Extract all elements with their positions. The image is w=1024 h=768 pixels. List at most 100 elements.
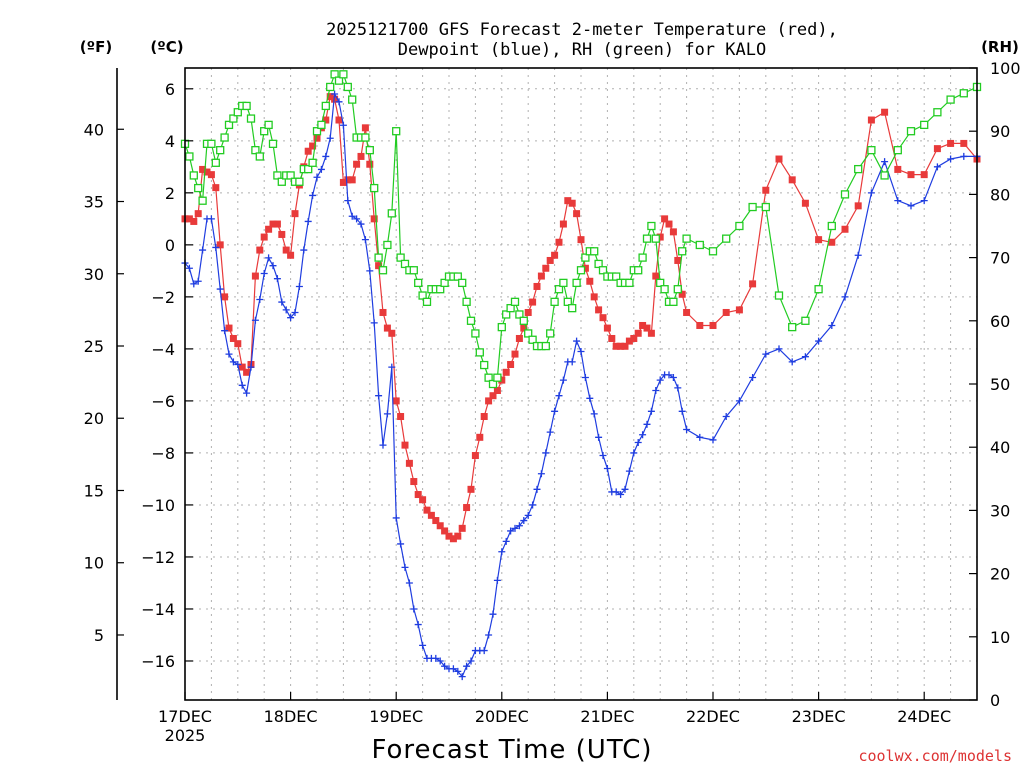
rh-point (378, 266, 388, 275)
dewpoint-point (498, 548, 506, 556)
x-axis-label: Forecast Time (UTC) (371, 735, 652, 765)
celsius-tick-label: 0 (165, 236, 175, 255)
rh-point (612, 272, 621, 281)
dewpoint-point (907, 202, 915, 210)
dewpoint-point (366, 267, 374, 275)
rh-point (409, 266, 418, 275)
rh-point (246, 114, 256, 123)
temperature-point (537, 272, 545, 280)
temperature-point (841, 225, 849, 233)
dewpoint-point (194, 277, 202, 285)
rh-point (867, 146, 876, 155)
temperature-point (630, 334, 638, 342)
dewpoint-point (480, 647, 488, 655)
dewpoint-point (841, 293, 849, 301)
temperature-point (476, 433, 484, 441)
temperature-point (185, 215, 193, 223)
rh-point (563, 297, 572, 306)
dewpoint-point (933, 163, 941, 171)
dewpoint-point (722, 413, 730, 421)
rh-point (634, 266, 643, 275)
temperature-point (229, 334, 237, 342)
dewpoint-point (238, 381, 246, 389)
rh-point (286, 171, 295, 180)
temperature-point (507, 360, 515, 368)
rh-point (590, 247, 599, 256)
dewpoint-point (282, 306, 290, 314)
temperature-point (344, 176, 352, 184)
dewpoint-point (603, 465, 611, 473)
temperature-point (643, 324, 651, 332)
rh-tick-label: 30 (990, 501, 1010, 520)
temperature-point (595, 306, 603, 314)
temperature-point (278, 230, 286, 238)
rh-point (541, 341, 550, 351)
temperature-point (282, 246, 290, 254)
temperature-point (309, 142, 317, 150)
rh-point (827, 221, 836, 231)
dewpoint-point (256, 295, 264, 303)
dewpoint-point (397, 540, 405, 548)
dewpoint-point (630, 449, 638, 457)
chart-title-line1: 2025121700 GFS Forecast 2-meter Temperat… (326, 20, 838, 40)
rh-point (559, 278, 568, 288)
rh-point (216, 146, 225, 155)
temperature-point (586, 277, 594, 285)
rh-point (840, 190, 850, 199)
rh-point (735, 221, 744, 231)
dewpoint-point (265, 254, 273, 262)
rh-point (207, 139, 216, 148)
dewpoint-point (458, 673, 466, 681)
temperature-point (617, 342, 625, 350)
dewpoint-point (331, 90, 339, 98)
rh-point (801, 316, 810, 325)
temperature-point (881, 108, 889, 116)
rh-point (546, 329, 555, 338)
rh-point (471, 329, 480, 338)
rh-point (550, 297, 559, 306)
dewpoint-point (348, 212, 356, 220)
dewpoint-point (634, 439, 642, 447)
dewpoint-point (489, 610, 497, 618)
x-tick-label: 18DEC (264, 707, 318, 726)
rh-point (515, 310, 524, 319)
rh-point (343, 82, 352, 92)
rh-point (651, 234, 660, 243)
temperature-point (190, 217, 198, 225)
temperature-point (696, 321, 704, 329)
temperature-point (590, 293, 598, 301)
celsius-tick-label: −2 (151, 288, 175, 307)
temperature-point (251, 272, 259, 280)
temperature-point (287, 251, 295, 259)
temperature-point (749, 280, 757, 288)
dewpoint-point (542, 449, 550, 457)
rh-point (374, 253, 383, 262)
temperature-point (533, 282, 541, 290)
rh-point (814, 285, 823, 294)
rh-point (761, 202, 770, 212)
temperature-point (625, 337, 633, 345)
rh-point (638, 253, 647, 262)
dewpoint-point (920, 197, 928, 205)
dewpoint-point (221, 327, 229, 335)
rh-point (339, 70, 348, 79)
temperature-point (388, 329, 396, 337)
dewpoint-point (229, 358, 237, 366)
temperature-point (515, 334, 523, 342)
rh-point (695, 240, 704, 250)
dewpoint-point (520, 517, 528, 525)
rh-point (326, 82, 335, 92)
temperature-point (652, 272, 660, 280)
rh-tick-label: 0 (990, 691, 1000, 710)
dewpoint-point (507, 527, 515, 535)
temperature-point (405, 459, 413, 467)
temperature-point (463, 504, 471, 512)
rh-point (519, 316, 528, 325)
grid-lines (185, 68, 977, 700)
temperature-point (203, 168, 211, 176)
temperature-point (273, 220, 281, 228)
temperature-point (577, 236, 585, 244)
rh-point (273, 171, 282, 180)
dewpoint-point (828, 321, 836, 329)
temperature-point (960, 139, 968, 147)
